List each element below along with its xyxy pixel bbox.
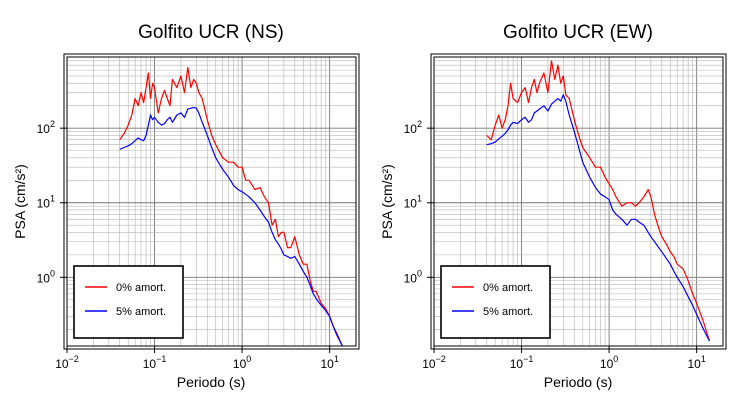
legend: 0% amort. 5% amort. bbox=[73, 265, 184, 339]
legend: 0% amort. 5% amort. bbox=[440, 265, 551, 339]
plot-frame-outer bbox=[63, 53, 360, 350]
legend-box bbox=[73, 265, 184, 339]
series-line bbox=[119, 66, 343, 346]
y-axis-label: PSA (cm/s²) bbox=[12, 164, 28, 239]
x-tick-label: 10−1 bbox=[143, 354, 167, 371]
legend-box bbox=[440, 265, 551, 339]
x-tick-label: 10−1 bbox=[510, 354, 534, 371]
x-axis-label: Periodo (s) bbox=[544, 374, 612, 390]
x-axis-label: Periodo (s) bbox=[177, 374, 245, 390]
y-axis-label: PSA (cm/s²) bbox=[379, 164, 395, 239]
legend-label: 5% amort. bbox=[483, 306, 533, 318]
chart-panel-ns: Golfito UCR (NS) 10−2 10−1 100 101 100 101 102 P… bbox=[12, 22, 360, 390]
y-tick-label: 101 bbox=[37, 194, 55, 211]
x-tick-label: 100 bbox=[600, 354, 618, 371]
y-tick-label: 102 bbox=[37, 119, 55, 136]
series-line bbox=[119, 106, 343, 346]
y-tick-label: 102 bbox=[404, 119, 422, 136]
x-tick-label: 100 bbox=[233, 354, 251, 371]
plot-frame bbox=[433, 56, 724, 347]
legend-label: 5% amort. bbox=[116, 306, 166, 318]
chart-title: Golfito UCR (NS) bbox=[138, 22, 284, 43]
x-tick-label: 101 bbox=[687, 354, 705, 371]
plot-frame bbox=[66, 56, 357, 347]
chart-panel-ew: Golfito UCR (EW) 10−2 10−1 100 101 100 101 102 P… bbox=[379, 22, 727, 390]
chart-title: Golfito UCR (EW) bbox=[503, 22, 653, 43]
y-tick-label: 101 bbox=[404, 194, 422, 211]
x-tick-label: 10−2 bbox=[55, 354, 79, 371]
grid bbox=[66, 56, 357, 346]
series-line bbox=[486, 94, 710, 342]
plot-frame-outer bbox=[430, 53, 727, 350]
legend-label: 0% amort. bbox=[116, 282, 166, 294]
legend-label: 0% amort. bbox=[483, 282, 533, 294]
x-tick-label: 101 bbox=[320, 354, 338, 371]
y-tick-label: 100 bbox=[404, 268, 422, 285]
x-tick-label: 10−2 bbox=[422, 354, 446, 371]
y-tick-label: 100 bbox=[37, 268, 55, 285]
series-line bbox=[486, 60, 710, 342]
